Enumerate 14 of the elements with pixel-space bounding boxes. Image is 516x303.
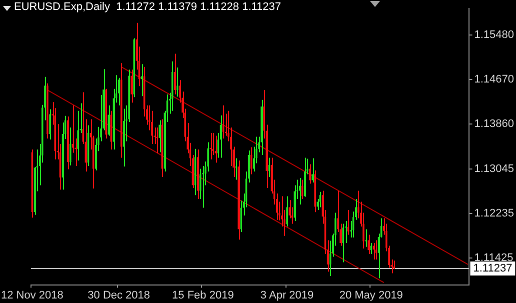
y-tick-label: 1.12235: [474, 208, 514, 220]
ref-line-label: 1.11237: [473, 262, 512, 274]
x-tick-label: 30 Dec 2018: [88, 289, 150, 302]
y-tick-label: 1.15480: [474, 29, 514, 42]
x-tick-label: 20 May 2019: [339, 289, 403, 302]
y-tick-label: 1.11425: [474, 252, 514, 264]
candlestick: [312, 158, 314, 183]
x-tick-label: 12 Nov 2018: [0, 289, 64, 302]
chart-title: EURUSD.Exp,Daily 1.11272 1.11379 1.11228 1.11237: [14, 1, 282, 13]
x-tick-label: 3 Apr 2019: [260, 289, 314, 302]
y-tick-label: 1.13860: [474, 118, 514, 130]
y-tick-label: 1.14670: [474, 74, 514, 86]
x-tick-label: 15 Feb 2019: [172, 289, 234, 302]
y-tick-label: 1.13045: [474, 163, 514, 176]
